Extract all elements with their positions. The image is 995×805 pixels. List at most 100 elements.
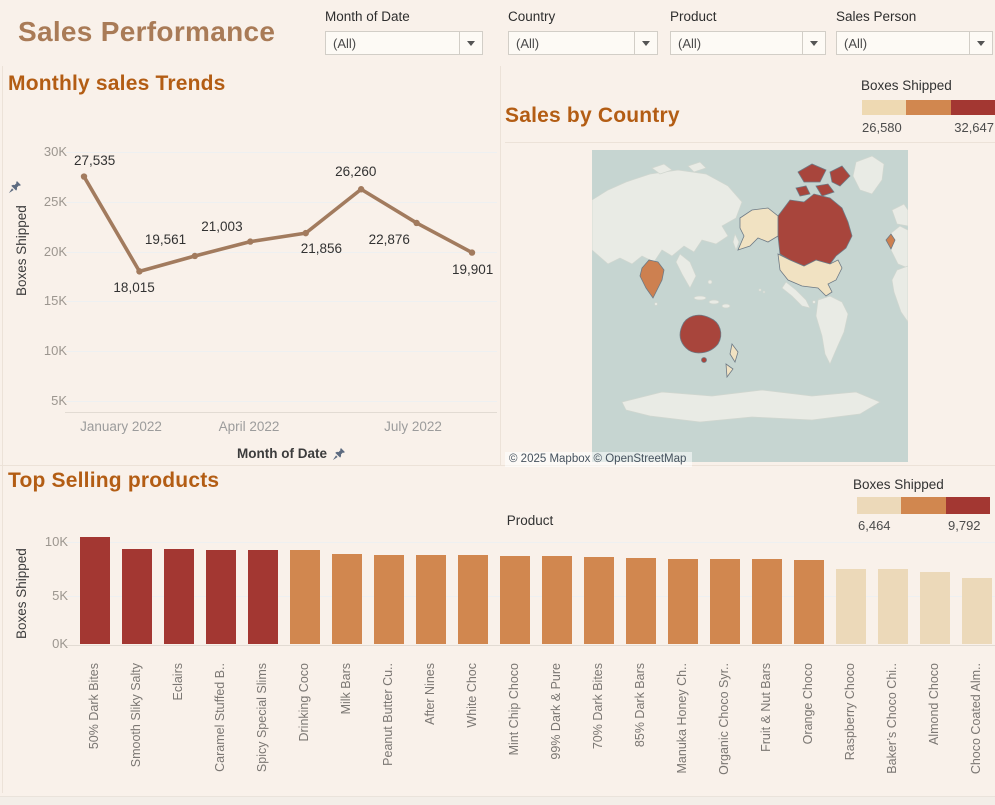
bar[interactable] <box>374 554 404 644</box>
world-map[interactable] <box>592 150 908 462</box>
bar[interactable] <box>458 555 488 644</box>
legend-color-step <box>857 497 902 514</box>
filter-dropdown-country[interactable]: (All) <box>508 31 658 55</box>
map-country-new-zealand[interactable] <box>725 343 739 379</box>
bar-category-label: Smooth Sliky Salty <box>129 663 143 768</box>
bar-category-label: Mint Chip Choco <box>507 663 521 756</box>
map-country-canada-arctic[interactable] <box>795 163 851 197</box>
line-point-label: 27,535 <box>74 152 116 168</box>
bar[interactable] <box>80 537 110 644</box>
bar-legend-min: 6,464 <box>858 518 891 533</box>
line-point[interactable] <box>136 268 143 275</box>
bar[interactable] <box>710 558 740 644</box>
map-country-alaska[interactable] <box>737 207 779 251</box>
gridline <box>66 401 497 402</box>
line-y-tick: 15K <box>43 293 67 309</box>
line-point[interactable] <box>413 219 420 227</box>
bar-category-label: Drinking Coco <box>297 663 311 742</box>
bar[interactable] <box>962 577 992 644</box>
chevron-down-icon[interactable] <box>634 32 657 54</box>
legend-color-step <box>901 497 946 514</box>
left-zone-divider <box>2 66 3 793</box>
bar-category-label: Caramel Stuffed B.. <box>213 663 227 772</box>
line-y-tick: 20K <box>43 243 67 259</box>
line-point[interactable] <box>468 249 476 256</box>
legend-color-step <box>950 100 995 115</box>
bar[interactable] <box>542 556 572 644</box>
bar-category-label: Fruit & Nut Bars <box>759 663 773 752</box>
bar[interactable] <box>920 572 950 644</box>
line-point[interactable] <box>302 229 309 237</box>
chevron-down-icon[interactable] <box>802 32 825 54</box>
filter-dropdown-sales-person[interactable]: (All) <box>836 31 993 55</box>
bar-category-label: Organic Choco Syr.. <box>717 663 731 775</box>
bar-category-label: Eclairs <box>171 663 185 701</box>
filter-dropdown-month-of-date[interactable]: (All) <box>325 31 483 55</box>
line-point[interactable] <box>247 238 254 245</box>
section-divider <box>0 465 995 466</box>
line-x-tick: January 2022 <box>80 419 162 434</box>
gridline <box>66 301 497 303</box>
line-y-tick: 10K <box>43 343 67 359</box>
chevron-down-icon[interactable] <box>969 32 992 54</box>
y-axis-pin-icon[interactable] <box>8 180 22 194</box>
line-point-label: 19,901 <box>452 261 494 277</box>
map-country-united-kingdom[interactable] <box>885 233 896 250</box>
bar[interactable] <box>164 548 194 644</box>
filter-label-product: Product <box>670 9 717 24</box>
bar-category-label: After Nines <box>423 663 437 725</box>
chevron-down-icon[interactable] <box>459 32 482 54</box>
line-y-tick: 30K <box>43 144 67 159</box>
line-x-axis-title: Month of Date <box>237 446 346 461</box>
line-point-label: 21,856 <box>300 241 343 257</box>
bar-y-tick: 10K <box>44 534 68 549</box>
line-y-tick: 5K <box>51 393 67 408</box>
bar-category-label: Raspberry Choco <box>843 663 857 761</box>
bar[interactable] <box>122 548 152 644</box>
legend-color-step <box>945 497 990 514</box>
filter-label-month-of-date: Month of Date <box>325 9 410 24</box>
map-country-australia[interactable] <box>679 314 722 354</box>
line-point[interactable] <box>191 252 199 260</box>
bar[interactable] <box>836 568 866 644</box>
x-axis-pin-icon[interactable] <box>332 447 346 461</box>
bar-category-label: 99% Dark & Pure <box>549 663 563 760</box>
bar[interactable] <box>878 569 908 644</box>
map-country-tasmania[interactable] <box>701 357 707 363</box>
bar[interactable] <box>500 555 530 644</box>
bar-chart-title: Top Selling products <box>8 469 220 492</box>
bar[interactable] <box>626 558 656 644</box>
line-point-label: 18,015 <box>113 280 155 296</box>
map-country-united-states[interactable] <box>777 253 843 297</box>
map-zone-divider <box>505 142 995 143</box>
line-point[interactable] <box>357 186 365 193</box>
line-chart-title: Monthly sales Trends <box>8 72 226 95</box>
bar[interactable] <box>752 559 782 644</box>
bar-legend-max: 9,792 <box>948 518 981 533</box>
legend-color-step <box>862 100 907 115</box>
dropdown-value: (All) <box>678 36 702 51</box>
dashboard-title: Sales Performance <box>18 16 276 47</box>
line-point-label: 21,003 <box>201 218 243 234</box>
bar[interactable] <box>584 556 614 644</box>
line-point-label: 19,561 <box>144 231 187 247</box>
bar[interactable] <box>206 549 236 644</box>
center-zone-divider <box>500 66 501 465</box>
bar[interactable] <box>248 549 278 644</box>
bar[interactable] <box>416 555 446 644</box>
gridline <box>66 596 995 597</box>
gridline <box>66 251 497 253</box>
bar[interactable] <box>794 560 824 644</box>
map-legend-title: Boxes Shipped <box>861 78 952 93</box>
bar-category-label: Almond Choco <box>927 663 941 745</box>
bar[interactable] <box>332 553 362 644</box>
bar[interactable] <box>290 550 320 644</box>
line-point[interactable] <box>80 173 88 180</box>
map-attribution: © 2025 Mapbox © OpenStreetMap <box>505 452 693 467</box>
map-country-india[interactable] <box>639 259 665 299</box>
line-point-label: 22,876 <box>368 231 410 247</box>
filter-dropdown-product[interactable]: (All) <box>670 31 826 55</box>
bar-category-label: Manuka Honey Ch.. <box>675 663 689 774</box>
bar[interactable] <box>668 558 698 644</box>
bar-category-label: 70% Dark Bites <box>591 663 605 750</box>
